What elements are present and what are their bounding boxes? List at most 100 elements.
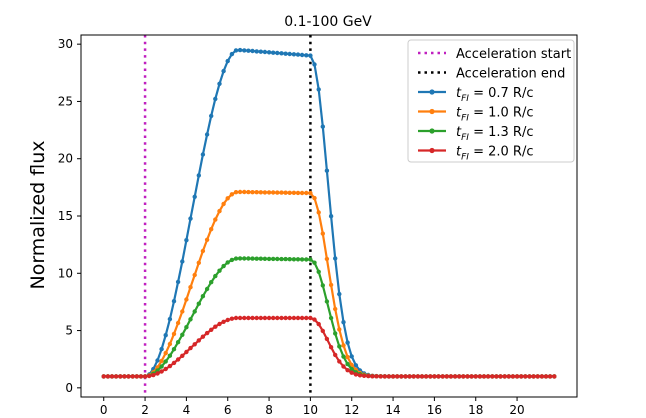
data-point [291, 190, 297, 195]
data-point [196, 338, 201, 343]
data-point [233, 190, 239, 195]
data-point [279, 51, 284, 56]
data-point [295, 52, 301, 57]
data-point [333, 256, 338, 261]
legend: Acceleration start Acceleration end tFI = … [407, 39, 575, 163]
data-point [225, 58, 230, 64]
x-tick-label: 0 [100, 403, 108, 417]
data-point [287, 315, 292, 321]
data-point [200, 152, 206, 157]
data-point [151, 372, 156, 378]
legend-entry: tFI = 0.7 R/c [418, 86, 533, 104]
legend-entry: tFI = 1.0 R/c [418, 106, 533, 124]
data-point [254, 190, 259, 195]
data-point [109, 374, 115, 379]
data-point [312, 195, 317, 201]
data-point [237, 256, 243, 261]
data-point [204, 237, 210, 242]
x-tick-label: 18 [468, 403, 483, 417]
data-point [539, 374, 545, 379]
legend-label: tFI = 1.0 R/c [456, 106, 533, 124]
data-point [357, 373, 363, 378]
y-tick-label: 30 [58, 37, 73, 51]
data-point [312, 260, 317, 265]
data-point [366, 373, 371, 379]
data-point [250, 48, 255, 54]
data-point [320, 124, 325, 129]
data-point [308, 315, 313, 321]
data-point [188, 285, 193, 290]
data-point [295, 190, 301, 196]
data-point [163, 366, 168, 372]
data-point [328, 315, 334, 321]
x-tick-label: 8 [265, 403, 273, 417]
data-point [291, 315, 297, 321]
data-point [167, 363, 173, 369]
series-layer [101, 47, 557, 379]
data-point [345, 368, 350, 373]
data-point [308, 53, 313, 58]
data-point [316, 210, 321, 215]
data-point [527, 374, 532, 379]
data-point [258, 49, 263, 54]
y-axis-label: Normalized flux [27, 140, 49, 289]
data-point [171, 331, 177, 337]
data-point [403, 374, 408, 379]
data-point [122, 374, 127, 379]
data-point [531, 374, 536, 379]
x-tick-label: 6 [224, 403, 232, 417]
data-point [304, 53, 309, 58]
data-point [266, 256, 272, 262]
series-2.0 [101, 315, 557, 379]
data-point [543, 374, 549, 379]
data-point [175, 340, 181, 345]
data-point [353, 363, 359, 368]
data-point [126, 374, 131, 379]
data-point [283, 256, 288, 262]
data-point [262, 190, 268, 195]
data-point [275, 50, 280, 56]
data-point [287, 257, 292, 262]
data-point [196, 173, 201, 178]
data-point [242, 189, 247, 195]
data-point [299, 52, 305, 58]
data-point [477, 374, 483, 379]
data-point [337, 344, 342, 349]
legend-entry: Acceleration start [418, 47, 571, 62]
data-point [333, 331, 338, 336]
data-point [258, 315, 263, 321]
y-tick-label: 0 [65, 381, 73, 395]
data-point [353, 372, 359, 377]
legend-marker [429, 108, 435, 115]
data-point [275, 315, 280, 321]
data-point [386, 374, 392, 379]
data-point [407, 374, 412, 379]
data-point [246, 315, 251, 321]
data-point [304, 257, 309, 262]
data-point [237, 47, 243, 53]
data-point [419, 374, 425, 379]
data-point [287, 51, 292, 57]
data-point [320, 328, 325, 334]
data-point [320, 283, 325, 288]
data-point [266, 190, 272, 195]
data-point [225, 260, 230, 265]
data-point [494, 374, 499, 379]
data-point [188, 216, 193, 221]
data-point [299, 257, 305, 262]
data-point [167, 353, 173, 358]
data-point [283, 190, 288, 195]
data-point [246, 48, 251, 53]
data-point [271, 315, 276, 321]
data-point [514, 374, 520, 379]
data-point [242, 256, 247, 261]
data-point [217, 208, 222, 214]
data-point [275, 256, 280, 262]
data-point [283, 315, 288, 321]
data-point [324, 336, 330, 342]
data-point [250, 256, 255, 261]
data-point [209, 113, 214, 119]
data-point [237, 189, 243, 195]
data-point [275, 190, 280, 195]
